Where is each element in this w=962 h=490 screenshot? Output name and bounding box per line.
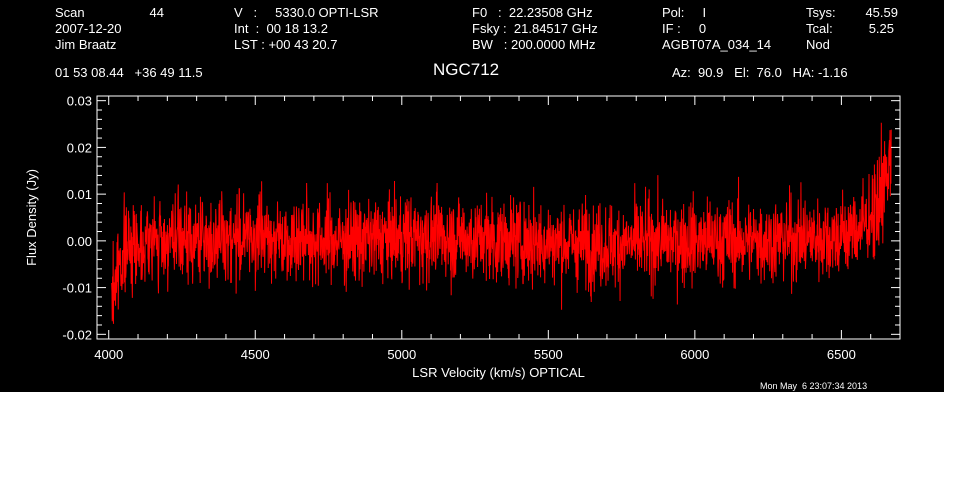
y-tick-label: -0.02 [62, 327, 92, 342]
spectrum-series-line [111, 122, 892, 324]
x-tick-label: 4000 [94, 347, 123, 362]
header-scan-number: 44 [149, 5, 164, 20]
header-date: 2007-12-20 [55, 21, 122, 36]
header-scan-label: Scan [55, 5, 85, 20]
y-tick-label: 0.00 [67, 234, 92, 249]
x-tick-label: 6000 [680, 347, 709, 362]
header-observer: Jim Braatz [55, 37, 117, 52]
header-tsys-value: 45.59 [865, 5, 898, 20]
header-pol: Pol: I [662, 5, 707, 20]
x-tick-label: 5500 [534, 347, 563, 362]
header-f0: F0 : 22.23508 GHz [472, 5, 593, 20]
x-axis-label: LSR Velocity (km/s) OPTICAL [412, 365, 585, 380]
header-lst: LST : +00 43 20.7 [234, 37, 338, 52]
y-tick-label: -0.01 [62, 281, 92, 296]
header-tsys-label: Tsys: [806, 5, 836, 20]
header-integration: Int : 00 18 13.2 [234, 21, 328, 36]
header-nod: Nod [806, 37, 830, 52]
header-velocity: V : 5330.0 OPTI-LSR [234, 5, 379, 20]
y-tick-label: 0.03 [67, 94, 92, 109]
header-az-el-ha: Az: 90.9 El: 76.0 HA: -1.16 [672, 65, 848, 80]
header-tcal-label: Tcal: [806, 21, 833, 36]
plot-frame [96, 95, 901, 340]
x-tick-label: 4500 [241, 347, 270, 362]
timestamp: Mon May 6 23:07:34 2013 [760, 381, 868, 391]
header-if: IF : 0 [662, 21, 707, 36]
header-project: AGBT07A_034_14 [662, 37, 772, 52]
x-tick-label: 5000 [387, 347, 416, 362]
header-tcal-value: 5.25 [868, 21, 894, 36]
header-coordinates: 01 53 08.44 +36 49 11.5 [55, 65, 203, 80]
x-tick-label: 6500 [827, 347, 856, 362]
header-fsky: Fsky : 21.84517 GHz [472, 21, 598, 36]
plot-panel: Scan 44 2007-12-20 Jim Braatz V : 5330.0… [0, 0, 944, 392]
chart-title: NGC712 [433, 60, 500, 79]
spectrum-chart: 4000 4500 5000 5500 6000 6500 -0.02 -0.01 0.00 0.… [24, 94, 901, 380]
y-axis-label: Flux Density (Jy) [24, 169, 39, 266]
y-tick-label: 0.01 [67, 187, 92, 202]
header-bandwidth: BW : 200.0000 MHz [472, 37, 596, 52]
y-tick-label: 0.02 [67, 140, 92, 155]
